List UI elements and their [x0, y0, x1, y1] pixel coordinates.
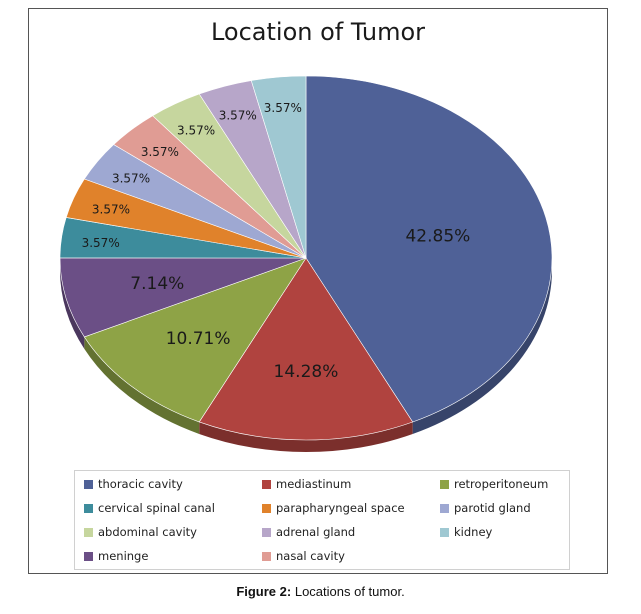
legend-label: cervical spinal canal	[98, 501, 215, 515]
legend-label: parapharyngeal space	[276, 501, 405, 515]
caption-text: Locations of tumor.	[294, 584, 405, 599]
legend-label: mediastinum	[276, 477, 352, 491]
chart-title: Location of Tumor	[210, 18, 426, 46]
pie-slice-kidney	[250, 75, 307, 259]
legend-swatch	[84, 503, 93, 513]
slice-label-kidney: 3.57%	[264, 101, 302, 115]
pie-slice-meninge	[59, 257, 307, 338]
pie-side-thoracic-cavity	[412, 258, 552, 435]
pie-slice-mediastinum	[198, 257, 414, 441]
legend-item-nasal-cavity: nasal cavity	[262, 549, 345, 563]
legend-swatch	[262, 479, 271, 489]
legend-item-parapharyngeal-space: parapharyngeal space	[262, 501, 405, 515]
legend-label: nasal cavity	[276, 549, 345, 563]
legend-swatch	[262, 503, 271, 513]
slice-label-adrenal-gland: 3.57%	[219, 109, 257, 123]
legend-item-abdominal-cavity: abdominal cavity	[84, 525, 197, 539]
caption-label: Figure 2:	[236, 584, 292, 599]
pie-slice-thoracic-cavity	[305, 75, 553, 423]
slice-label-retroperitoneum: 10.71%	[166, 329, 231, 349]
legend-swatch	[440, 503, 449, 513]
legend-swatch	[84, 527, 93, 537]
slice-label-mediastinum: 14.28%	[274, 362, 339, 382]
pie-side-mediastinum	[199, 421, 413, 452]
slice-label-parotid-gland: 3.57%	[112, 172, 150, 186]
slice-label-cervical-spinal-canal: 3.57%	[82, 236, 120, 250]
legend-item-thoracic-cavity: thoracic cavity	[84, 477, 183, 491]
legend-swatch	[440, 479, 449, 489]
legend-label: adrenal gland	[276, 525, 356, 539]
pie-slice-retroperitoneum	[83, 257, 307, 423]
legend-swatch	[262, 551, 271, 561]
slice-label-nasal-cavity: 3.57%	[141, 145, 179, 159]
legend-item-retroperitoneum: retroperitoneum	[440, 477, 548, 491]
legend-swatch	[440, 527, 449, 537]
legend-item-cervical-spinal-canal: cervical spinal canal	[84, 501, 215, 515]
legend-label: parotid gland	[454, 501, 531, 515]
legend-swatch	[84, 551, 93, 561]
legend-item-meninge: meninge	[84, 549, 148, 563]
legend-item-adrenal-gland: adrenal gland	[262, 525, 355, 539]
slice-label-parapharyngeal-space: 3.57%	[92, 202, 130, 216]
legend-item-mediastinum: mediastinum	[262, 477, 351, 491]
legend-item-parotid-gland: parotid gland	[440, 501, 531, 515]
legend-box	[74, 470, 570, 570]
slice-label-abdominal-cavity: 3.57%	[177, 124, 215, 138]
pie-side-retroperitoneum	[84, 336, 200, 434]
legend-label: thoracic cavity	[98, 477, 183, 491]
legend-swatch	[262, 527, 271, 537]
pie-side-meninge	[60, 258, 85, 349]
pie-chart: 42.85% 14.28% 10.71% 7.14% 3.57% 3.57% 3.57% 3.…	[59, 75, 553, 452]
slice-label-thoracic-cavity: 42.85%	[405, 227, 470, 247]
legend-swatch	[84, 479, 93, 489]
legend-label: abdominal cavity	[98, 525, 197, 539]
legend-item-kidney: kidney	[440, 525, 492, 539]
legend-label: kidney	[454, 525, 493, 539]
legend-label: retroperitoneum	[454, 477, 549, 491]
figure-caption: Figure 2: Locations of tumor.	[0, 584, 641, 599]
legend-label: meninge	[98, 549, 149, 563]
slice-label-meninge: 7.14%	[130, 274, 184, 294]
